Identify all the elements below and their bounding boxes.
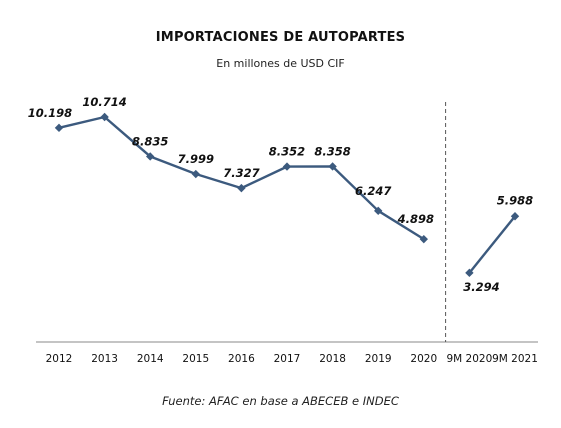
data-point <box>510 212 520 221</box>
data-point <box>146 152 155 161</box>
data-label: 8.352 <box>269 145 305 159</box>
data-label: 7.327 <box>223 166 259 180</box>
chart-title: IMPORTACIONES DE AUTOPARTES <box>155 30 406 45</box>
x-tick-label: 2018 <box>319 353 346 365</box>
data-label: 4.898 <box>397 212 434 226</box>
data-label: 8.835 <box>132 134 168 148</box>
series-line <box>468 215 516 274</box>
x-tick-label: 2012 <box>46 353 73 365</box>
data-point <box>328 162 337 171</box>
x-tick-label: 2016 <box>228 353 255 365</box>
data-point <box>374 206 383 216</box>
data-point <box>282 162 292 171</box>
data-label: 10.714 <box>82 95 126 109</box>
data-point <box>465 268 474 278</box>
x-tick-label: 2013 <box>91 353 118 365</box>
x-tick-label: 9M 2020 <box>446 353 492 365</box>
data-label: 10.198 <box>28 106 72 120</box>
data-label: 8.358 <box>314 144 350 158</box>
data-point <box>191 169 200 179</box>
data-label: 7.999 <box>178 152 214 166</box>
x-tick-label: 9M 2021 <box>492 353 538 365</box>
data-point <box>54 123 64 133</box>
data-label: 5.988 <box>497 193 533 207</box>
chart-source: Fuente: AFAC en base a ABECEB e INDEC <box>162 394 399 408</box>
data-label: 3.294 <box>463 280 499 294</box>
x-tick-label: 2017 <box>274 353 301 365</box>
x-tick-label: 2020 <box>410 353 437 365</box>
data-label: 6.247 <box>355 184 391 198</box>
data-point <box>419 234 428 244</box>
x-tick-label: 2015 <box>182 353 209 365</box>
data-point <box>100 112 109 122</box>
x-tick-label: 2019 <box>365 353 392 365</box>
x-tick-label: 2014 <box>137 353 164 365</box>
data-point <box>237 183 246 193</box>
chart-subtitle: En millones de USD CIF <box>216 57 345 70</box>
